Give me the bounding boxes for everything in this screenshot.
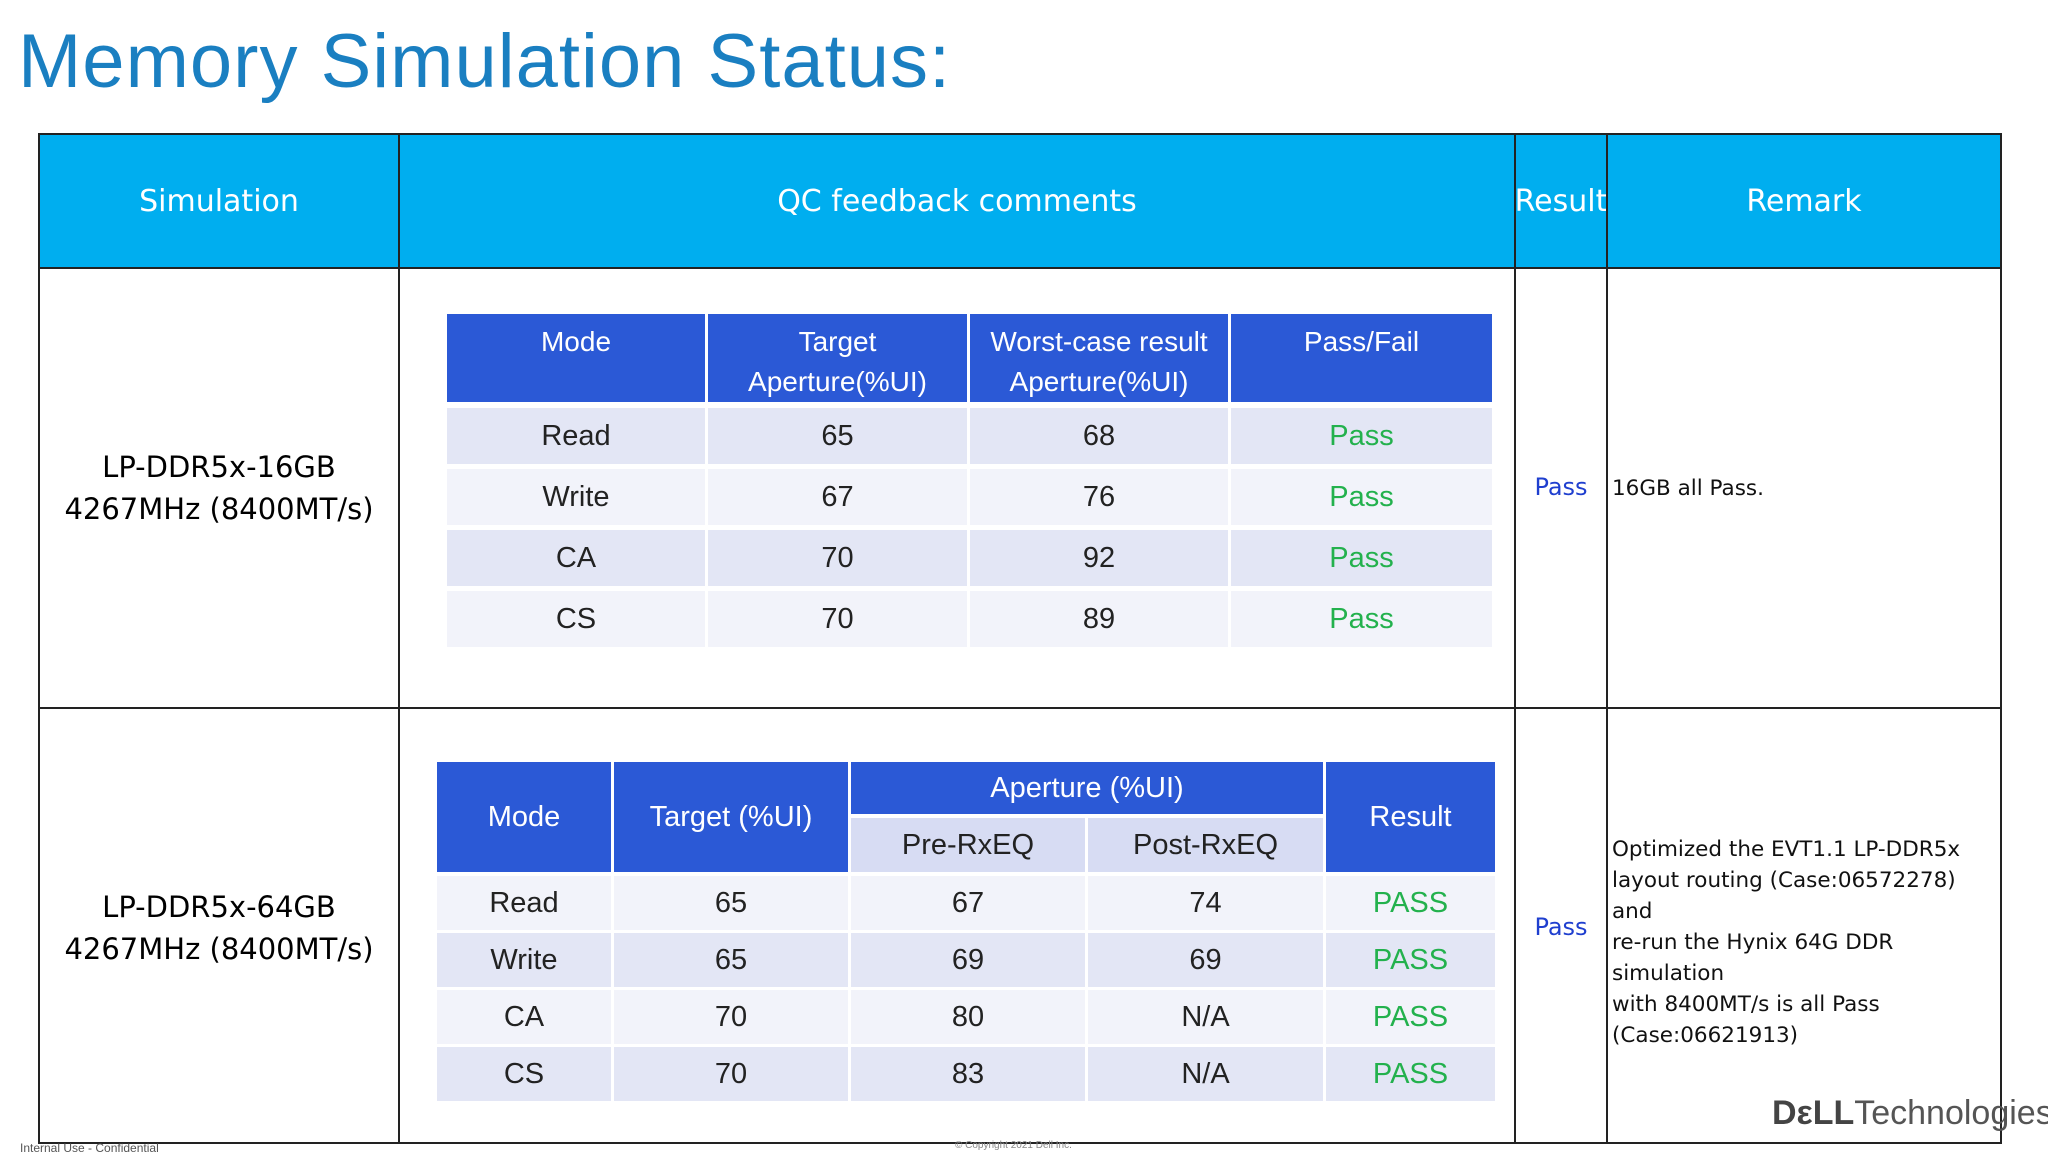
column-separator	[1085, 818, 1088, 1101]
cell-pass-fail: Pass	[1329, 541, 1394, 574]
column-separator	[1228, 314, 1231, 647]
col-header-aperture: Aperture (%UI)	[851, 762, 1323, 814]
cell-post-rxeq: 69	[1189, 943, 1222, 976]
cell-post-rxeq: N/A	[1181, 1000, 1230, 1033]
col-header-target: Target Aperture(%UI)	[708, 314, 967, 402]
grid-line	[1606, 133, 1608, 1144]
cell-pre-rxeq: 67	[951, 886, 985, 919]
col-header-post-rxeq: Post-RxEQ	[1088, 818, 1323, 872]
remark-line: with 8400MT/s is all Pass	[1612, 992, 1880, 1017]
column-separator	[611, 872, 614, 1101]
cell-pre-rxeq: 83	[951, 1057, 985, 1090]
remark-line: (Case:06621913)	[1612, 1023, 1799, 1048]
cell-worst-case: 92	[1082, 541, 1116, 574]
column-separator	[1323, 872, 1326, 1101]
cell-target: 70	[714, 1000, 748, 1033]
remark-64gb: Optimized the EVT1.1 LP-DDR5x layout rou…	[1612, 834, 2002, 1051]
cell-mode: Write	[542, 480, 610, 513]
cell-target: 65	[714, 943, 748, 976]
simulation-speed: 4267MHz (8400MT/s)	[64, 932, 374, 966]
header-simulation: Simulation	[139, 183, 299, 219]
result-pass-16gb: Pass	[1534, 473, 1588, 501]
cell-target: 70	[821, 602, 854, 635]
cell-worst-case: 89	[1082, 602, 1116, 635]
remark-line: layout routing (Case:06572278) and	[1612, 868, 1956, 924]
logo-dell: DεLL	[1772, 1094, 1855, 1132]
header-qc-feedback: QC feedback comments	[777, 183, 1137, 219]
cell-pass-fail: Pass	[1329, 419, 1394, 452]
simulation-name: LP-DDR5x-64GB	[102, 890, 336, 924]
grid-line	[1514, 133, 1516, 1144]
table-header-band	[38, 134, 2000, 268]
col-header-mode: Mode	[437, 762, 611, 872]
logo-technologies: Technologies	[1854, 1094, 2048, 1132]
cell-pre-rxeq: 80	[951, 1000, 985, 1033]
grid-line	[38, 707, 2002, 709]
col-header-target: Target (%UI)	[614, 762, 848, 872]
cell-result: PASS	[1372, 1057, 1449, 1090]
grid-line	[398, 133, 400, 1144]
remark-line: Optimized the EVT1.1 LP-DDR5x	[1612, 837, 1961, 862]
page-title: Memory Simulation Status:	[18, 19, 952, 104]
column-separator	[848, 872, 851, 1101]
cell-pass-fail: Pass	[1329, 602, 1394, 635]
header-remark: Remark	[1746, 183, 1862, 219]
cell-mode: CA	[503, 1000, 545, 1033]
grid-line	[38, 267, 2002, 269]
cell-mode: CA	[555, 541, 597, 574]
simulation-cell-64gb: LP-DDR5x-64GB 4267MHz (8400MT/s)	[40, 886, 398, 970]
cell-pre-rxeq: 69	[951, 943, 985, 976]
column-separator	[705, 314, 708, 647]
confidential-label: Internal Use - Confidential	[20, 1141, 159, 1155]
cell-mode: Write	[490, 943, 558, 976]
grid-line	[38, 1142, 2002, 1144]
remark-16gb: 16GB all Pass.	[1612, 476, 1764, 501]
remark-line: re-run the Hynix 64G DDR simulation	[1612, 930, 1894, 986]
cell-target: 65	[821, 419, 854, 452]
cell-mode: CS	[555, 602, 597, 635]
result-pass-64gb: Pass	[1534, 913, 1588, 941]
cell-mode: Read	[541, 419, 611, 452]
simulation-cell-16gb: LP-DDR5x-16GB 4267MHz (8400MT/s)	[40, 446, 398, 530]
cell-result: PASS	[1372, 886, 1449, 919]
cell-target: 70	[714, 1057, 748, 1090]
cell-post-rxeq: 74	[1189, 886, 1222, 919]
cell-worst-case: 76	[1082, 480, 1116, 513]
cell-result: PASS	[1372, 943, 1449, 976]
cell-worst-case: 68	[1082, 419, 1116, 452]
cell-result: PASS	[1372, 1000, 1449, 1033]
simulation-speed: 4267MHz (8400MT/s)	[64, 492, 374, 526]
grid-line	[2000, 133, 2002, 1144]
column-separator	[967, 314, 970, 647]
cell-mode: Read	[489, 886, 559, 919]
simulation-name: LP-DDR5x-16GB	[102, 450, 336, 484]
cell-pass-fail: Pass	[1329, 480, 1394, 513]
cell-mode: CS	[503, 1057, 545, 1090]
col-header-mode: Mode	[447, 314, 705, 402]
col-header-result: Result	[1326, 762, 1495, 872]
cell-target: 67	[821, 480, 854, 513]
dell-technologies-logo: DεLLTechnologies	[1772, 1094, 2048, 1133]
copyright-label: © Copyright 2021 Dell Inc.	[955, 1140, 1072, 1151]
col-header-worst-case: Worst-case result Aperture(%UI)	[970, 314, 1228, 402]
cell-target: 65	[714, 886, 748, 919]
grid-line	[38, 133, 2002, 135]
col-header-pass-fail: Pass/Fail	[1231, 314, 1492, 402]
cell-post-rxeq: N/A	[1181, 1057, 1230, 1090]
cell-target: 70	[821, 541, 854, 574]
header-result: Result	[1514, 183, 1608, 219]
col-header-pre-rxeq: Pre-RxEQ	[851, 818, 1085, 872]
grid-line	[38, 133, 40, 1144]
